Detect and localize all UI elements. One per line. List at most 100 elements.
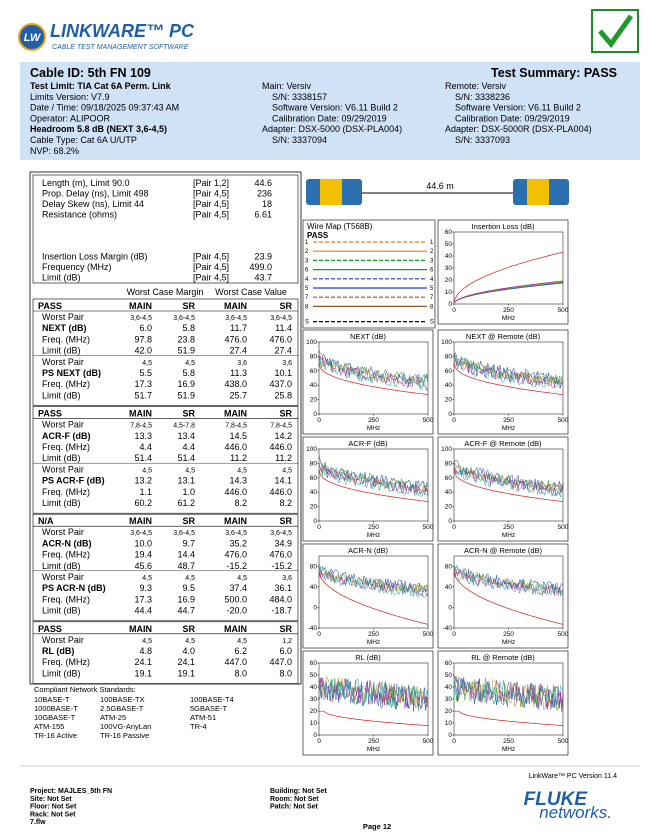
group-cell: Limit (dB): [42, 606, 81, 616]
x-axis-label: MHz: [502, 315, 515, 322]
group-cell: 23.8: [177, 334, 195, 344]
group-cell: 7,8-4,5: [130, 423, 152, 430]
trace: [318, 570, 429, 625]
logo-text: LW: [24, 32, 42, 44]
x-axis-label: MHz: [367, 532, 380, 539]
group-cell: 5.5: [139, 368, 152, 378]
group-cell: 4,5: [185, 638, 195, 645]
group-cell: Freq. (MHz): [42, 379, 90, 389]
group-cell: Freq. (MHz): [42, 657, 90, 667]
group-cell: 4,5-7,8: [173, 423, 195, 430]
y-tick-label: 40: [310, 489, 318, 496]
group-cell: 4,5: [237, 467, 247, 474]
x-tick-label: 500: [558, 307, 569, 314]
standard-item: 2.5GBASE-T: [100, 704, 144, 713]
measure-value: 236: [257, 189, 272, 199]
trace: [453, 570, 564, 625]
pin-left: 4: [305, 277, 309, 283]
group-cell: 484.0: [269, 594, 292, 604]
logo-badge: [18, 23, 46, 51]
y-tick-label: 60: [445, 475, 453, 482]
wiremap-result: PASS: [307, 231, 329, 240]
wiremap-title: Wire Map (T568B): [307, 222, 373, 231]
trace: [318, 356, 429, 392]
group-cell: 35.2: [229, 538, 247, 548]
group-cell: 10.0: [134, 538, 152, 548]
main-line: Adapter: DSX-5000 (DSX-PLA004): [262, 124, 402, 134]
group-cell: 3,6-4,5: [270, 315, 292, 322]
y-tick-label: 0: [313, 518, 317, 525]
group-cell: 6.0: [279, 646, 292, 656]
group-cell: 3,6-4,5: [173, 530, 195, 537]
group-cell: 14.1: [274, 476, 292, 486]
group-cell: 13.4: [177, 431, 195, 441]
group-cell: Limit (dB): [42, 498, 81, 508]
footer-middle: Room: Not Set: [270, 796, 319, 803]
trace: [453, 569, 564, 597]
group-cell: 476.0: [269, 550, 292, 560]
plot-frame: [302, 650, 434, 756]
footer-left: 7.flw: [30, 819, 46, 826]
y-tick-label: 20: [310, 504, 318, 511]
measure-pair: [Pair 4,5]: [193, 262, 229, 272]
measure-value: 43.7: [254, 273, 272, 283]
group-cell: 4,5: [142, 575, 152, 582]
group-header: MAIN: [129, 516, 152, 526]
group-cell: 25.8: [274, 390, 292, 400]
measure-box: [32, 174, 299, 284]
x-tick-label: 250: [503, 524, 514, 531]
trace: [453, 570, 564, 597]
footer-left: Site: Not Set: [30, 796, 72, 803]
main-line: Calibration Date: 09/29/2019: [272, 113, 387, 123]
x-tick-label: 0: [452, 738, 456, 745]
group-cell: 27.4: [229, 346, 247, 356]
group-box: [32, 406, 299, 514]
group-cell: 51.4: [177, 453, 195, 463]
trace: [318, 677, 429, 707]
x-tick-label: 250: [503, 631, 514, 638]
x-axis-label: MHz: [502, 425, 515, 432]
group-cell: 8.0: [279, 668, 292, 678]
group-cell: 4.4: [139, 442, 152, 452]
group-cell: 3,6: [282, 575, 292, 582]
trace: [318, 677, 429, 711]
plot-frame: [302, 329, 434, 435]
x-tick-label: 0: [452, 417, 456, 424]
plot-frame: [437, 329, 569, 435]
group-cell: Worst Pair: [42, 312, 84, 322]
pin-left: 1: [305, 240, 309, 246]
pin-left: 7: [305, 295, 309, 301]
group-cell: 11.2: [275, 453, 292, 463]
y-tick-label: 0: [448, 301, 452, 308]
y-tick-label: 100: [441, 339, 452, 346]
group-cell: 476.0: [224, 550, 247, 560]
trace: [453, 362, 564, 395]
standards-title: Compliant Network Standards:: [34, 685, 136, 694]
group-cell: 37.4: [229, 583, 247, 593]
footer-middle: Patch: Not Set: [270, 804, 319, 811]
x-axis-label: MHz: [367, 425, 380, 432]
group-cell: 447.0: [269, 657, 292, 667]
tagline: CABLE TEST MANAGEMENT SOFTWARE: [52, 44, 189, 51]
summary-line: Operator: ALIPOOR: [30, 113, 111, 123]
group-header: SR: [182, 301, 195, 311]
y-tick-label: 80: [445, 563, 453, 570]
x-tick-label: 0: [452, 631, 456, 638]
measure-value: 44.6: [254, 178, 272, 188]
remote-unit-band: [527, 179, 549, 205]
group-cell: 4,5: [237, 575, 247, 582]
y-tick-label: 40: [445, 489, 453, 496]
group-cell: 11.4: [275, 323, 292, 333]
group-header: N/A: [38, 516, 54, 526]
group-cell: 19.1: [134, 668, 152, 678]
y-tick-label: 0: [448, 604, 452, 611]
group-cell: 8.2: [234, 498, 247, 508]
x-tick-label: 500: [423, 417, 434, 424]
plot-title: RL @ Remote (dB): [471, 653, 535, 662]
measure-label: Length (m), Limit 90.0: [42, 178, 130, 188]
group-cell: 4.8: [139, 646, 152, 656]
group-cell: 24.1: [177, 657, 195, 667]
y-tick-label: 80: [310, 353, 318, 360]
group-cell: 45.6: [134, 561, 152, 571]
y-tick-label: 30: [310, 696, 318, 703]
